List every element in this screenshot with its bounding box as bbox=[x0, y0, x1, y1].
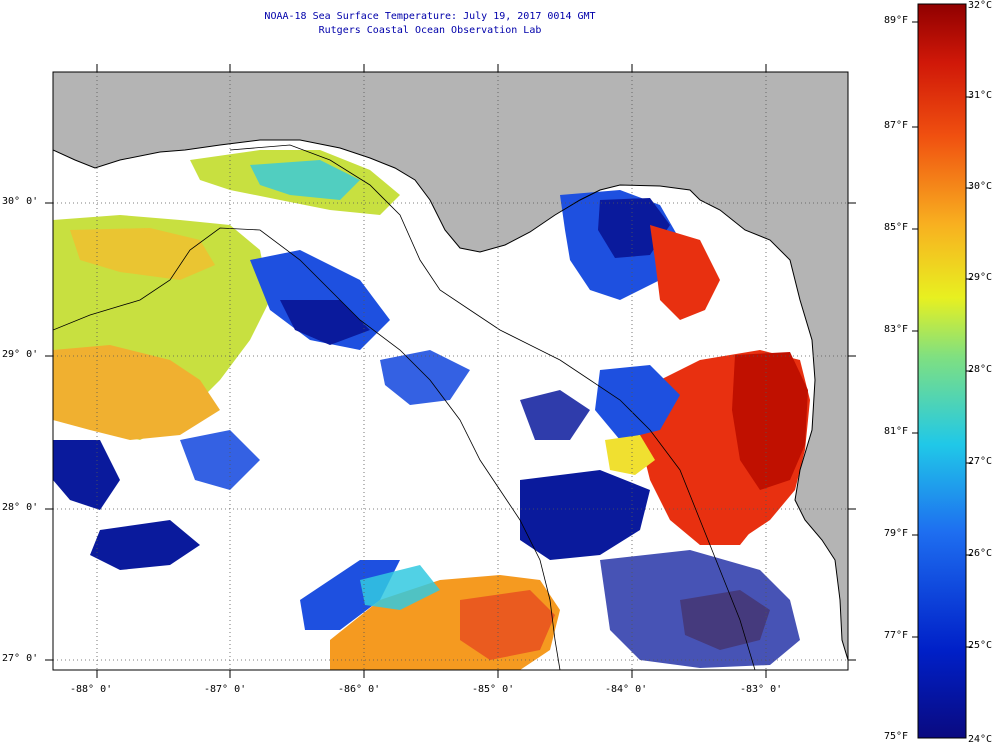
colorbar-label-85f: 85°F bbox=[884, 222, 909, 233]
lon-label-86: -86° 0' bbox=[338, 684, 381, 695]
patch-south-cyan bbox=[360, 565, 440, 610]
axis-ticks bbox=[45, 64, 856, 678]
patch-west-blue bbox=[53, 440, 120, 510]
patch-south-red bbox=[460, 590, 555, 660]
patch-east-orange bbox=[650, 225, 720, 320]
lon-label-88: -88° 0' bbox=[70, 684, 113, 695]
colorbar-label-28c: 28°C bbox=[968, 364, 993, 375]
sst-patches bbox=[53, 150, 810, 670]
colorbar-label-79f: 79°F bbox=[884, 528, 909, 539]
patch-se-red bbox=[690, 495, 760, 545]
temperature-colorbar bbox=[917, 3, 967, 739]
map-frame bbox=[52, 71, 849, 671]
colorbar-label-75f: 75°F bbox=[884, 731, 909, 742]
colorbar-label-32c: 32°C bbox=[968, 0, 993, 11]
patch-center-blue bbox=[380, 350, 470, 405]
colorbar-label-29c: 29°C bbox=[968, 272, 993, 283]
patch-sw-blue bbox=[90, 520, 200, 570]
patch-east-darkred bbox=[732, 352, 808, 490]
colorbar-label-81f: 81°F bbox=[884, 426, 909, 437]
colorbar-label-89f: 89°F bbox=[884, 15, 909, 26]
colorbar-label-83f: 83°F bbox=[884, 324, 909, 335]
lat-label-27: 27° 0' bbox=[2, 653, 39, 664]
lat-label-29: 29° 0' bbox=[2, 349, 39, 360]
colorbar-label-77f: 77°F bbox=[884, 630, 909, 641]
patch-east-darkblue bbox=[598, 198, 670, 258]
bathymetry-contour-2 bbox=[229, 144, 756, 670]
patch-east-mixed-blue bbox=[595, 365, 680, 440]
lon-label-83: -83° 0' bbox=[740, 684, 783, 695]
colorbar-label-27c: 27°C bbox=[968, 456, 993, 467]
lat-label-30: 30° 0' bbox=[2, 196, 39, 207]
coastline-outline bbox=[53, 139, 848, 661]
patch-south-blue bbox=[520, 470, 650, 560]
lon-label-85: -85° 0' bbox=[472, 684, 515, 695]
lat-label-28: 28° 0' bbox=[2, 502, 39, 513]
patch-left-blue2 bbox=[180, 430, 260, 490]
land-florida-peninsula bbox=[795, 290, 848, 660]
patch-west-orange bbox=[53, 345, 220, 440]
colorbar-ticks bbox=[912, 21, 972, 648]
colorbar-label-30c: 30°C bbox=[968, 181, 993, 192]
patch-north-cyan bbox=[250, 160, 360, 200]
lon-label-87: -87° 0' bbox=[204, 684, 247, 695]
lon-label-84: -84° 0' bbox=[605, 684, 648, 695]
colorbar-label-25c: 25°C bbox=[968, 640, 993, 651]
map-title: NOAA-18 Sea Surface Temperature: July 19… bbox=[264, 11, 596, 22]
graticule bbox=[53, 72, 848, 670]
land-north-coast bbox=[53, 72, 848, 300]
colorbar-label-31c: 31°C bbox=[968, 90, 993, 101]
patch-center-blue2 bbox=[520, 390, 590, 440]
map-subtitle: Rutgers Coastal Ocean Observation Lab bbox=[318, 25, 542, 36]
patch-se-blue bbox=[600, 550, 800, 668]
colorbar-label-87f: 87°F bbox=[884, 120, 909, 131]
colorbar-label-24c: 24°C bbox=[968, 734, 993, 745]
patch-mid-darkblue bbox=[280, 300, 370, 345]
bathymetry-contour-1 bbox=[53, 227, 561, 670]
colorbar-label-26c: 26°C bbox=[968, 548, 993, 559]
map-panel bbox=[53, 72, 848, 670]
patch-east-yellow bbox=[605, 435, 655, 475]
